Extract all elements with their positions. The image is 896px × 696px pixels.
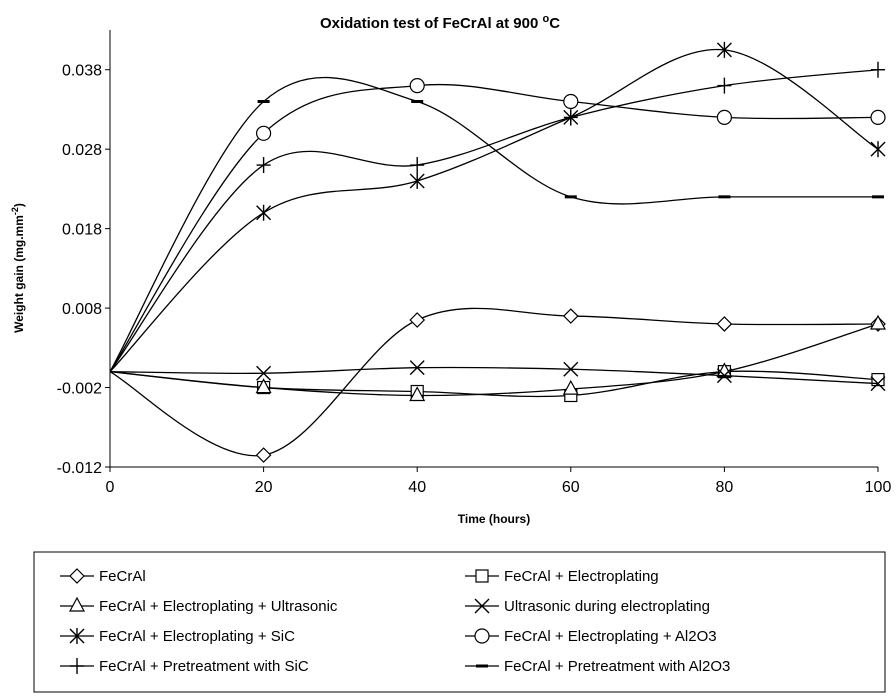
legend-item: FeCrAl	[60, 568, 146, 585]
legend-label: FeCrAl + Pretreatment with Al2O3	[504, 658, 730, 675]
chart-title-suffix: C	[549, 15, 560, 32]
y-tick-label: 0.038	[62, 63, 102, 80]
data-point-diamond	[409, 312, 426, 328]
data-point-asterisk	[716, 41, 732, 58]
data-point-circle	[409, 78, 425, 94]
data-point-triangle	[716, 362, 733, 378]
data-point-triangle	[562, 379, 579, 395]
series-4	[109, 360, 886, 392]
data-point-circle	[870, 109, 886, 126]
legend-label: Ultrasonic during electroplating	[504, 598, 710, 615]
data-point-triangle	[255, 378, 272, 394]
data-point-plus	[871, 61, 885, 78]
chart-title-superscript: o	[542, 13, 549, 25]
data-point-triangle	[68, 596, 86, 612]
data-point-square	[475, 569, 489, 583]
y-tick-label: 0.028	[62, 142, 102, 159]
series-5	[109, 41, 886, 373]
x-tick-label: 20	[255, 479, 273, 496]
data-point-triangle	[869, 314, 887, 330]
series-1	[109, 307, 886, 463]
data-point-asterisk	[870, 141, 886, 158]
x-tick-label: 80	[716, 479, 734, 496]
legend-item: FeCrAl + Electroplating	[465, 568, 659, 585]
series-line	[109, 307, 879, 457]
x-tick-label: 0	[106, 479, 115, 496]
y-tick-label: -0.012	[57, 460, 102, 477]
legend-label: FeCrAl	[99, 568, 146, 585]
legend-item: FeCrAl + Electroplating + Al2O3	[465, 628, 717, 645]
chart-title-main: Oxidation test of FeCrAl at 900	[320, 15, 543, 32]
legend-item: FeCrAl + Electroplating + SiC	[60, 628, 295, 645]
series-3	[109, 314, 887, 402]
legend-label: FeCrAl + Electroplating + Ultrasonic	[99, 598, 338, 615]
y-tick-label: -0.002	[57, 381, 102, 398]
data-point-plus	[563, 109, 578, 126]
y-axis-title-main: Weight gain (mg.mm	[12, 215, 26, 333]
axis-ticks: -0.012 -0.002 0.008 0.018 0.028 0.038 0 20 40 60 8…	[57, 63, 892, 496]
x-axis-title: Time (hours)	[458, 512, 530, 526]
data-point-asterisk	[69, 628, 85, 644]
series-line	[109, 83, 879, 373]
legend-box	[33, 551, 886, 693]
series-line	[109, 76, 878, 372]
data-point-circle	[474, 628, 490, 644]
series-7	[109, 61, 885, 373]
data-point-plus	[410, 157, 425, 174]
data-point-circle	[563, 93, 579, 110]
data-point-circle	[716, 109, 733, 126]
legend-label: FeCrAl + Electroplating	[504, 568, 659, 585]
series-line	[109, 69, 879, 373]
legend-item: FeCrAl + Pretreatment with Al2O3	[465, 658, 730, 675]
legend-item: Ultrasonic during electroplating	[465, 598, 710, 615]
data-point-asterisk	[256, 204, 272, 221]
data-point-diamond	[562, 308, 579, 324]
series-line	[109, 323, 879, 397]
y-axis-title-superscript: -2	[10, 207, 20, 215]
data-point-asterisk	[409, 172, 425, 189]
data-point-circle	[256, 125, 272, 141]
legend-label: FeCrAl + Pretreatment with SiC	[99, 658, 309, 675]
data-point-plus	[256, 157, 271, 174]
series-6	[109, 78, 886, 373]
y-tick-label: 0.018	[62, 222, 102, 239]
legend-label: FeCrAl + Electroplating + Al2O3	[504, 628, 717, 645]
legend-item: FeCrAl + Electroplating + Ultrasonic	[60, 596, 338, 615]
data-point-diamond	[255, 447, 272, 463]
x-tick-label: 40	[408, 479, 426, 496]
y-tick-label: 0.008	[62, 301, 102, 318]
y-axis-title: Weight gain (mg.mm-2)	[10, 203, 26, 333]
data-point-diamond	[69, 568, 85, 584]
y-axis-title-suffix: )	[12, 203, 26, 207]
series-layer	[109, 41, 887, 463]
data-point-x	[716, 368, 732, 384]
legend-label: FeCrAl + Electroplating + SiC	[99, 628, 295, 645]
chart-title: Oxidation test of FeCrAl at 900 oC	[320, 13, 560, 32]
legend: FeCrAl FeCrAl + Electroplating FeCrAl + El…	[60, 568, 730, 675]
data-point-x	[563, 361, 579, 377]
data-point-plus	[717, 77, 732, 94]
data-point-diamond	[716, 316, 733, 332]
series-line	[109, 366, 879, 385]
series-8	[109, 76, 884, 372]
series-line	[109, 48, 879, 373]
data-point-x	[870, 376, 886, 392]
x-tick-label: 60	[562, 479, 580, 496]
data-point-x	[474, 598, 490, 614]
data-point-triangle	[409, 386, 426, 402]
data-point-square	[871, 373, 885, 387]
legend-item: FeCrAl + Pretreatment with SiC	[60, 658, 309, 675]
data-point-x	[256, 365, 272, 381]
x-tick-label: 100	[865, 479, 892, 496]
data-point-x	[409, 360, 425, 376]
data-point-plus	[70, 658, 84, 674]
